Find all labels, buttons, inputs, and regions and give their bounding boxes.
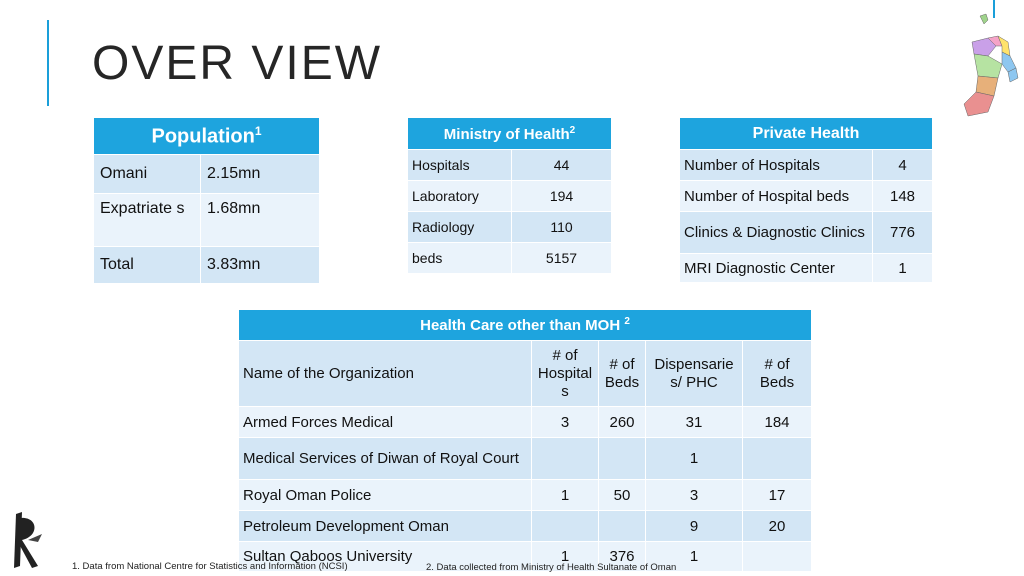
table-cell: Armed Forces Medical	[238, 406, 532, 438]
table-cell	[741, 437, 813, 480]
moh-label: Hospitals	[407, 149, 512, 181]
moh-value: 110	[510, 211, 613, 243]
rk-logo-icon	[14, 512, 42, 568]
moh-value: 194	[510, 180, 613, 212]
page-title: OVER VIEW	[92, 37, 383, 90]
moh-label: beds	[407, 242, 512, 274]
table-cell	[741, 541, 813, 572]
column-header: Name of the Organization	[238, 340, 532, 407]
table-cell: 50	[598, 479, 646, 511]
table-cell: Petroleum Development Oman	[238, 510, 532, 542]
moh-label: Laboratory	[407, 180, 512, 212]
table-cell: 1	[645, 437, 743, 480]
title-accent-line	[47, 20, 49, 106]
column-header: # of Beds	[741, 340, 813, 407]
moh-value: 5157	[510, 242, 613, 274]
table-cell	[598, 510, 646, 542]
population-label: Expatriate s	[93, 193, 201, 247]
column-header: Dispensarie s/ PHC	[645, 340, 743, 407]
column-header: # of Beds	[598, 340, 646, 407]
table-cell: 3	[645, 479, 743, 511]
population-value: 1.68mn	[199, 193, 321, 247]
moh-value: 44	[510, 149, 613, 181]
table-cell: 9	[645, 510, 743, 542]
footnote-2: 2. Data collected from Ministry of Healt…	[426, 562, 677, 573]
private-health-label: Clinics & Diagnostic Clinics	[679, 211, 873, 254]
ministry-of-health-table: Ministry of Health2 Hospitals 44 Laborat…	[406, 117, 613, 274]
top-accent-line	[993, 0, 995, 18]
table-cell	[531, 510, 599, 542]
table-cell: 3	[531, 406, 599, 438]
private-health-value: 148	[872, 180, 933, 212]
moh-header: Ministry of Health2	[406, 117, 613, 150]
population-label: Total	[93, 246, 201, 284]
table-cell	[598, 437, 646, 480]
table-cell: Royal Oman Police	[238, 479, 532, 511]
health-care-other-table: Health Care other than MOH 2 Name of the…	[237, 309, 813, 572]
moh-label: Radiology	[407, 211, 512, 243]
table-cell: Medical Services of Diwan of Royal Court	[238, 437, 532, 480]
table-cell: 1	[531, 541, 599, 572]
table-cell: 1	[645, 541, 743, 572]
health-care-header: Health Care other than MOH 2	[237, 309, 813, 341]
private-health-label: Number of Hospitals	[679, 149, 873, 181]
private-health-value: 4	[872, 149, 933, 181]
private-health-label: Number of Hospital beds	[679, 180, 873, 212]
private-health-header: Private Health	[679, 117, 933, 150]
private-health-table: Private Health Number of Hospitals 4 Num…	[679, 117, 933, 283]
population-label: Omani	[93, 154, 201, 194]
table-cell: 260	[598, 406, 646, 438]
population-table: Population1 Omani 2.15mn Expatriate s 1.…	[92, 117, 321, 284]
table-cell: 184	[741, 406, 813, 438]
population-header: Population1	[92, 117, 321, 155]
table-cell: Sultan Qaboos University	[238, 541, 532, 572]
column-header: # of Hospital s	[531, 340, 599, 407]
oman-map-icon	[963, 13, 1019, 117]
population-value: 3.83mn	[199, 246, 321, 284]
private-health-value: 1	[872, 253, 933, 283]
table-cell: 31	[645, 406, 743, 438]
table-cell: 376	[598, 541, 646, 572]
table-cell: 20	[741, 510, 813, 542]
table-cell: 17	[741, 479, 813, 511]
table-cell: 1	[531, 479, 599, 511]
footnote-1: 1. Data from National Centre for Statist…	[72, 561, 348, 572]
private-health-label: MRI Diagnostic Center	[679, 253, 873, 283]
population-value: 2.15mn	[199, 154, 321, 194]
table-cell	[531, 437, 599, 480]
private-health-value: 776	[872, 211, 933, 254]
